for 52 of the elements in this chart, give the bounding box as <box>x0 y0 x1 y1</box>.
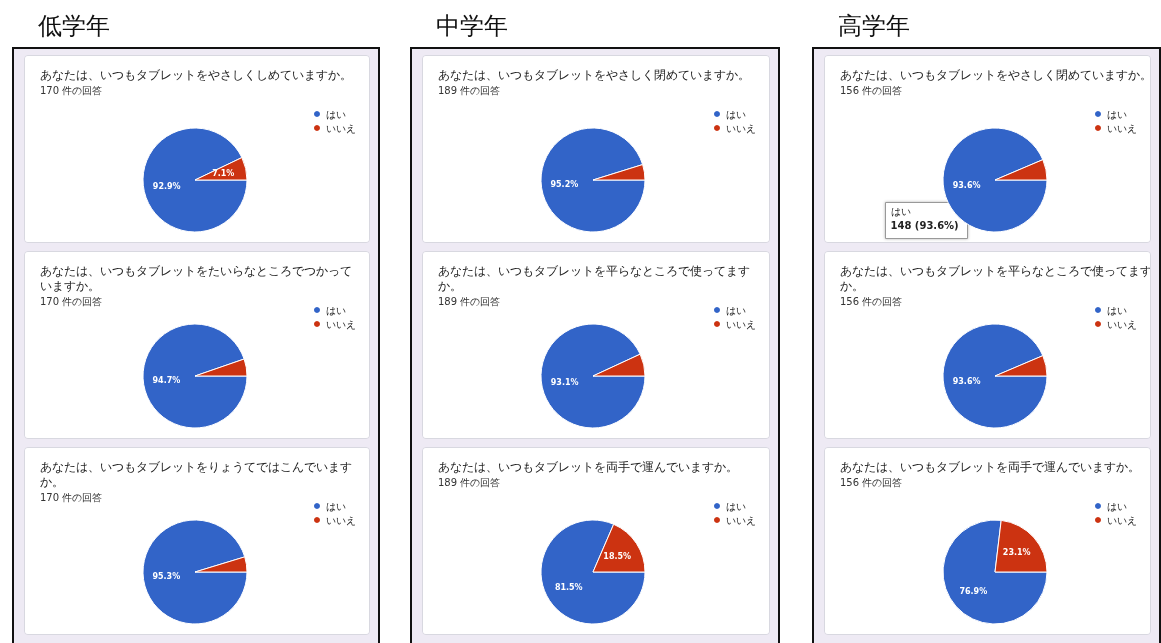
chart-title: あなたは、いつもタブレットをたいらなところでつかっていますか。 <box>40 263 352 293</box>
data-label: 95.2% <box>550 179 579 189</box>
legend-label: はい <box>726 108 746 120</box>
chart-subtitle: 170 件の回答 <box>40 84 103 96</box>
chart-subtitle: 189 件の回答 <box>438 84 501 96</box>
chart-subtitle: 156 件の回答 <box>840 476 903 488</box>
legend-label: はい <box>326 500 346 512</box>
text: はい <box>890 206 911 217</box>
data-label: 7.1% <box>212 169 235 179</box>
legend-label: いいえ <box>326 318 356 330</box>
legend-label: いいえ <box>1107 318 1137 330</box>
legend-label: はい <box>726 304 746 316</box>
data-label: 23.1% <box>1002 548 1031 558</box>
chart-title: あなたは、いつもタブレットを両手で運んでいますか。 <box>438 459 738 474</box>
text: 中学年 <box>436 11 508 42</box>
chart-title: あなたは、いつもタブレットを平らなところで使ってますか。 <box>438 263 750 293</box>
legend-label: いいえ <box>726 318 756 330</box>
data-label: 93.6% <box>952 377 981 387</box>
data-label: 93.1% <box>550 377 579 387</box>
chart-title: あなたは、いつもタブレットをやさしく閉めていますか。 <box>438 67 750 82</box>
legend-label: はい <box>1107 500 1127 512</box>
legend-label: いいえ <box>1107 122 1137 134</box>
text: 148 (93.6%) <box>890 220 959 231</box>
legend-label: はい <box>1107 304 1127 316</box>
legend-label: いいえ <box>1107 514 1137 526</box>
chart-subtitle: 189 件の回答 <box>438 295 501 307</box>
chart-subtitle: 156 件の回答 <box>840 84 903 96</box>
data-label: 76.9% <box>959 586 988 596</box>
legend-label: いいえ <box>726 514 756 526</box>
chart-subtitle: 156 件の回答 <box>840 295 903 307</box>
legend-label: はい <box>726 500 746 512</box>
chart-subtitle: 170 件の回答 <box>40 295 103 307</box>
data-label: 92.9% <box>152 181 181 191</box>
legend-label: いいえ <box>726 122 756 134</box>
chart-title: あなたは、いつもタブレットをやさしく閉めていますか。 <box>840 67 1152 82</box>
data-label: 93.6% <box>952 181 981 191</box>
legend-label: いいえ <box>326 514 356 526</box>
data-label: 94.7% <box>152 376 181 386</box>
data-label: 18.5% <box>603 551 632 561</box>
data-label: 81.5% <box>554 583 583 593</box>
legend-label: はい <box>326 108 346 120</box>
legend-label: いいえ <box>326 122 356 134</box>
legend-label: はい <box>1107 108 1127 120</box>
text: 低学年 <box>38 11 110 42</box>
chart-subtitle: 189 件の回答 <box>438 476 501 488</box>
text: 高学年 <box>838 11 910 42</box>
chart-title: あなたは、いつもタブレットを両手で運んでいますか。 <box>840 459 1140 474</box>
data-label: 95.3% <box>152 571 181 581</box>
legend-label: はい <box>326 304 346 316</box>
chart-title: あなたは、いつもタブレットをりょうてではこんでいますか。 <box>40 459 352 489</box>
chart-subtitle: 170 件の回答 <box>40 491 103 503</box>
chart-title: あなたは、いつもタブレットをやさしくしめていますか。 <box>40 67 352 82</box>
